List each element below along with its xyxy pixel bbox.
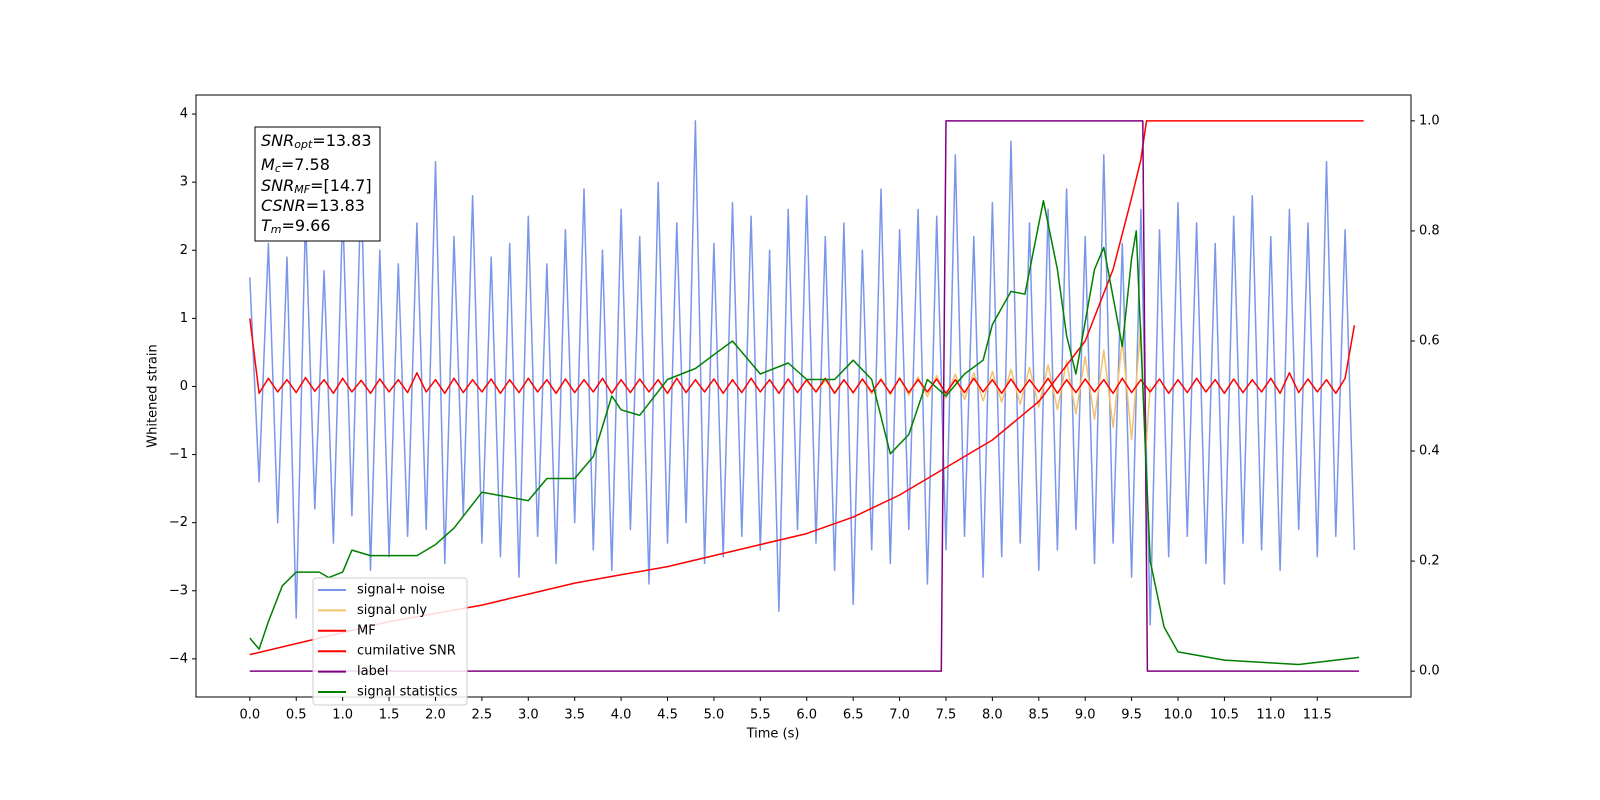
stats-symbol: T [261, 216, 272, 235]
x-tick-label: 0.0 [239, 708, 260, 723]
stats-symbol: CSNR [261, 196, 306, 215]
x-tick-label: 0.5 [286, 708, 307, 723]
legend-label: label [357, 664, 388, 679]
stats-symbol: SNR [261, 176, 294, 195]
x-tick-label: 8.5 [1028, 708, 1049, 723]
x-tick-label: 1.5 [379, 708, 400, 723]
legend: signal+ noise signal only MF cumilative SNR… [312, 577, 468, 706]
y-tick-label: −4 [169, 651, 188, 666]
y-tick-label: 1 [180, 311, 188, 326]
legend-label: signal statistics [357, 685, 458, 700]
x-tick-label: 11.0 [1256, 708, 1285, 723]
x-tick-label: 5.5 [750, 708, 771, 723]
stats-value: =13.83 [306, 196, 365, 215]
series-line [249, 318, 1356, 395]
stats-subscript: MF [294, 183, 310, 196]
y2-tick-label: 0.4 [1419, 444, 1440, 459]
x-tick-label: 9.0 [1075, 708, 1096, 723]
x-tick-label: 4.0 [611, 708, 632, 723]
legend-label: cumilative SNR [357, 644, 456, 659]
x-tick-label: 11.5 [1303, 708, 1332, 723]
axes: 0.0 0.5 1.0 1.5 2.0 2.5 3.0 3.5 4.0 4.5 5.0 5.5 6.0 6… [169, 107, 1440, 723]
y-tick-label: 3 [180, 175, 188, 190]
y-tick-label: −2 [169, 515, 188, 530]
y-axis-label: Whitened strain [146, 344, 161, 447]
y2-tick-label: 0.2 [1419, 554, 1440, 569]
x-tick-label: 3.0 [518, 708, 539, 723]
x-axis-label: Time (s) [746, 727, 800, 742]
stats-line: CSNR=13.83 [261, 196, 365, 215]
x-tick-label: 6.5 [843, 708, 864, 723]
stats-box: SNRopt=13.83Mc=7.58SNRMF=[14.7]CSNR=13.8… [254, 126, 381, 242]
y2-tick-label: 0.6 [1419, 333, 1440, 348]
stats-subscript: opt [294, 138, 313, 151]
stats-value: =7.58 [281, 155, 330, 174]
x-tick-label: 10.0 [1164, 708, 1193, 723]
y-tick-label: −3 [169, 583, 188, 598]
y-tick-label: −1 [169, 447, 188, 462]
stats-value: =13.83 [312, 131, 371, 150]
y2-tick-label: 0.0 [1419, 664, 1440, 679]
x-tick-label: 6.0 [796, 708, 817, 723]
y-tick-label: 2 [180, 243, 188, 258]
legend-label: MF [357, 623, 376, 638]
plot-frame [195, 94, 1412, 698]
x-tick-label: 9.5 [1121, 708, 1142, 723]
stats-subscript: c [275, 162, 281, 175]
x-tick-label: 3.5 [564, 708, 585, 723]
x-tick-label: 1.0 [332, 708, 353, 723]
legend-label: signal+ noise [357, 583, 445, 598]
x-tick-label: 5.0 [704, 708, 725, 723]
series-line [249, 120, 1356, 626]
stats-line: SNRMF=[14.7] [261, 176, 372, 197]
legend-label: signal only [357, 603, 427, 618]
stats-symbol: SNR [261, 131, 294, 150]
stats-value: =9.66 [282, 216, 331, 235]
stats-box-frame [254, 126, 381, 242]
stats-subscript: m [271, 223, 282, 236]
x-tick-label: 7.0 [889, 708, 910, 723]
stats-symbol: M [261, 155, 275, 174]
series-line [249, 120, 1359, 672]
y2-tick-label: 0.8 [1419, 223, 1440, 238]
x-tick-label: 10.5 [1210, 708, 1239, 723]
y-tick-label: 0 [180, 379, 188, 394]
y-tick-label: 4 [180, 107, 188, 122]
legend-frame [312, 577, 468, 706]
series-line [249, 199, 1360, 666]
stats-line: Mc=7.58 [261, 155, 330, 176]
x-tick-label: 4.5 [657, 708, 678, 723]
stats-value: =[14.7] [310, 176, 372, 195]
stats-line: SNRopt=13.83 [261, 131, 372, 152]
stats-lines: SNRopt=13.83Mc=7.58SNRMF=[14.7]CSNR=13.8… [261, 131, 372, 237]
x-tick-label: 2.5 [472, 708, 493, 723]
x-tick-label: 7.5 [936, 708, 957, 723]
x-tick-label: 8.0 [982, 708, 1003, 723]
x-tick-label: 2.0 [425, 708, 446, 723]
stats-line: Tm=9.66 [261, 216, 331, 237]
y2-tick-label: 1.0 [1419, 113, 1440, 128]
